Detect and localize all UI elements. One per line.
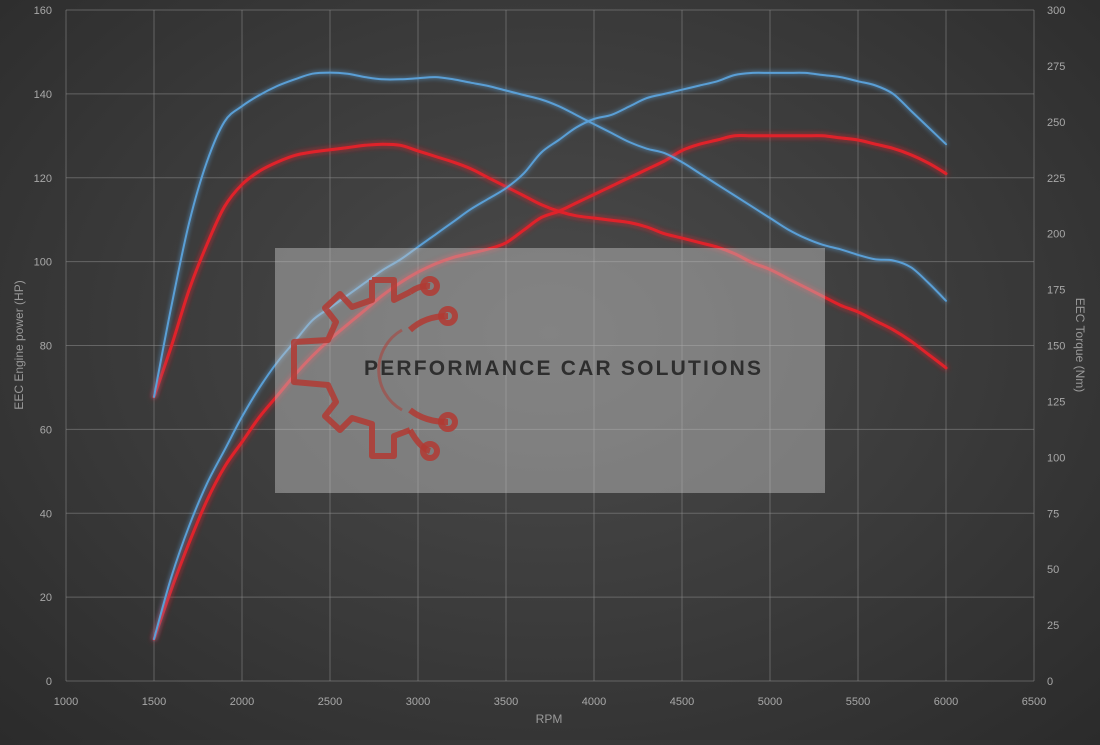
series-lines [152,71,948,641]
grid [65,9,1035,682]
right-tick-label: 75 [1047,508,1059,520]
x-tick-label: 4500 [670,696,694,708]
left-tick-label: 60 [40,424,52,436]
x-tick-label: 2500 [318,696,342,708]
left-tick-label: 100 [34,257,52,269]
circuit-trace-4 [407,428,432,454]
x-tick-label: 5000 [758,696,782,708]
circuit-node-3 [438,412,458,432]
right-tick-label: 175 [1047,285,1065,297]
stock-torque-line [152,142,948,399]
right-tick-label: 150 [1047,341,1065,353]
gear-circuit-logo [291,276,458,461]
right-tick-label: 125 [1047,396,1065,408]
circuit-trace-1 [408,282,431,295]
circuit-trace-3 [408,407,449,425]
watermark-text: PERFORMANCE CAR SOLUTIONS [364,357,763,380]
left-tick-label: 20 [40,592,52,604]
x-tick-label: 1000 [54,696,78,708]
right-tick-label: 25 [1047,620,1059,632]
tuned-power-line [153,71,947,641]
stock-power-line [152,133,948,641]
tuned-torque-line [153,71,947,398]
left-tick-label: 160 [34,5,52,17]
watermark-panel [275,248,825,493]
left-tick-label: 140 [34,89,52,101]
right-tick-label: 250 [1047,117,1065,129]
left-tick-label: 120 [34,173,52,185]
circuit-node-4 [420,441,440,461]
x-tick-label: 6500 [1022,696,1046,708]
x-tick-label: 2000 [230,696,254,708]
watermark: PERFORMANCE CAR SOLUTIONS [275,248,825,493]
right-tick-label: 275 [1047,61,1065,73]
left-axis-title: EEC Engine power (HP) [12,280,26,409]
x-axis-title: RPM [536,712,563,726]
x-tick-label: 3500 [494,696,518,708]
x-tick-label: 1500 [142,696,166,708]
right-tick-label: 50 [1047,564,1059,576]
circuit-node-1 [420,276,440,296]
left-tick-label: 0 [46,676,52,688]
right-tick-label: 200 [1047,229,1065,241]
x-tick-label: 4000 [582,696,606,708]
circuit-node-2 [438,306,458,326]
right-tick-label: 300 [1047,5,1065,17]
left-tick-label: 80 [40,341,52,353]
circuit-trace-2 [407,313,449,333]
right-tick-label: 100 [1047,452,1065,464]
gear-outline-icon [291,277,412,459]
x-tick-label: 5500 [846,696,870,708]
right-tick-label: 225 [1047,173,1065,185]
right-tick-label: 0 [1047,676,1053,688]
gear-inner-arc [377,328,403,412]
left-tick-label: 40 [40,508,52,520]
x-tick-label: 3000 [406,696,430,708]
tick-labels: 1000 1500 2000 2500 3000 3500 4000 4500 5000 5500… [34,5,1066,708]
x-tick-label: 6000 [934,696,958,708]
right-axis-title: EEC Torque (Nm) [1073,298,1087,392]
